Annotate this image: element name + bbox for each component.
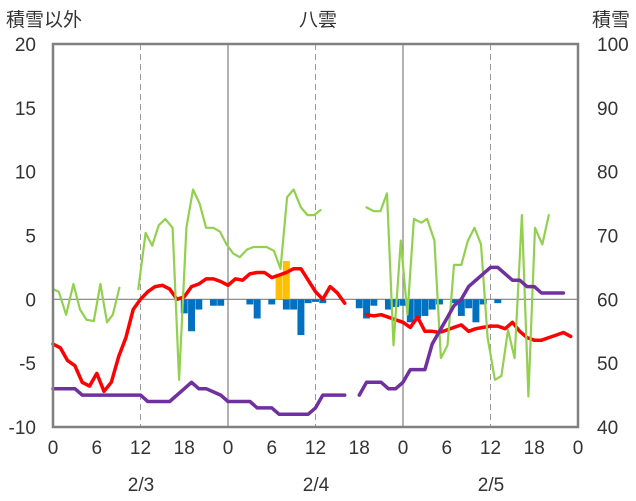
gridlines [53, 44, 578, 427]
precipitation-bar [217, 299, 225, 306]
precipitation-bar [304, 299, 312, 304]
right-tick-label: 70 [597, 227, 618, 248]
right-tick-label: 60 [597, 290, 618, 311]
precipitation-bar [479, 299, 487, 305]
x-tick-label: 0 [223, 438, 234, 459]
precipitation-bar [319, 299, 327, 304]
precipitation-bar [428, 299, 436, 310]
line-series [51, 188, 573, 416]
wind-line [51, 188, 550, 398]
snow_depth-line [51, 265, 566, 416]
precipitation-bar [414, 299, 422, 319]
left-tick-label: 0 [25, 290, 36, 311]
precipitation-bar [363, 299, 371, 319]
precipitation-bar [253, 299, 261, 319]
plot-border [51, 42, 580, 429]
left-tick-label: 20 [15, 35, 36, 56]
x-tick-label: 18 [174, 438, 195, 459]
right-tick-label: 50 [597, 354, 618, 375]
precipitation-bar [457, 299, 465, 316]
x-tick-label: 0 [573, 438, 584, 459]
precipitation-bar [399, 299, 407, 306]
snowfall-bar [275, 273, 283, 300]
left-tick-label: -10 [9, 418, 36, 439]
precipitation-bar [282, 299, 290, 310]
left-tick-label: -5 [19, 354, 36, 375]
x-tick-label: 12 [130, 438, 151, 459]
precipitation-bar [268, 299, 276, 305]
snowfall-bar [282, 261, 290, 300]
temperature-line [51, 266, 573, 394]
precipitation-bar [421, 299, 429, 316]
precipitation-bar [370, 299, 378, 306]
right-tick-label: 40 [597, 418, 618, 439]
precipitation-bar [312, 299, 319, 302]
right-tick-label: 90 [597, 99, 618, 120]
date-label-2: 2/4 [303, 475, 330, 496]
precipitation-bar [406, 299, 414, 323]
x-tick-label: 18 [349, 438, 370, 459]
bar-series [180, 261, 502, 336]
precipitation-bar [297, 299, 305, 336]
x-tick-label: 0 [48, 438, 59, 459]
precipitation-bar [290, 299, 298, 310]
x-tick-label: 12 [305, 438, 326, 459]
plot-frame [51, 42, 580, 429]
left-tick-label: 15 [15, 99, 36, 120]
precipitation-bar [209, 299, 217, 306]
precipitation-bar [195, 299, 203, 310]
precipitation-bar [188, 299, 196, 332]
x-tick-label: 0 [398, 438, 409, 459]
precipitation-bar [450, 299, 458, 304]
right-tick-labels: 100 90 80 70 60 50 40 [597, 35, 629, 439]
x-tick-label: 12 [480, 438, 501, 459]
left-tick-label: 10 [15, 163, 36, 184]
precipitation-bar [246, 299, 254, 305]
x-tick-label: 6 [266, 438, 277, 459]
precipitation-bar [465, 299, 473, 309]
x-tick-label: 6 [91, 438, 102, 459]
date-label-1: 2/3 [128, 475, 154, 496]
precipitation-bar [355, 299, 363, 309]
right-axis-label: 積雪 [592, 9, 630, 31]
precipitation-bar [180, 299, 188, 314]
x-tick-label: 18 [524, 438, 545, 459]
left-tick-labels: 20 15 10 5 0 -5 -10 [9, 35, 36, 439]
precipitation-bar [384, 299, 392, 310]
date-label-3: 2/5 [478, 475, 504, 496]
left-axis-label: 積雪以外 [6, 9, 82, 31]
right-tick-label: 100 [597, 35, 629, 56]
left-tick-label: 5 [25, 227, 36, 248]
right-tick-label: 80 [597, 163, 618, 184]
chart-title: 八雲 [299, 9, 337, 31]
precipitation-bar [494, 299, 502, 304]
x-tick-labels: 0 6 12 18 0 6 12 18 0 6 12 18 0 [48, 438, 584, 459]
precipitation-bar [472, 299, 480, 323]
x-tick-label: 6 [441, 438, 452, 459]
precipitation-bar [435, 299, 443, 305]
